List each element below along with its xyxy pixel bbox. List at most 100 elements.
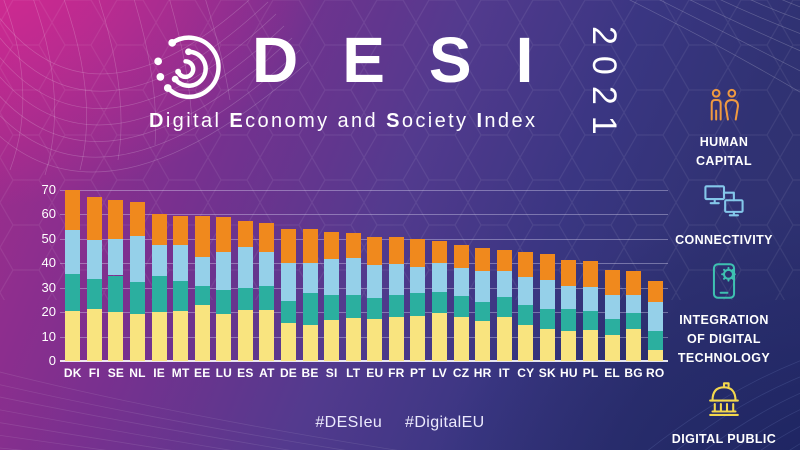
bar-segment-integration-of-digital-technology [151, 275, 167, 312]
footer: #DESIeu #DigitalEU [0, 414, 800, 432]
bar-segment-digital-public-services [108, 311, 124, 361]
bar-segment-integration-of-digital-technology [237, 287, 253, 310]
country-label: BG [624, 366, 643, 380]
gridline [60, 214, 668, 216]
bar-segment-integration-of-digital-technology [583, 310, 598, 331]
bar-segment-connectivity [237, 247, 253, 288]
legend-item-label: HUMAN CAPITAL [695, 135, 753, 168]
bar-segment-human-capital [86, 197, 102, 240]
bar-segment-human-capital [345, 232, 361, 258]
bar-segment-connectivity [324, 259, 340, 296]
bar-segment-human-capital [647, 280, 663, 302]
bar-segment-digital-public-services [345, 318, 361, 361]
gridline [60, 336, 668, 338]
bar-segment-integration-of-digital-technology [604, 318, 620, 335]
bar-segment-connectivity [216, 251, 232, 291]
bar-segment-digital-public-services [302, 324, 318, 361]
country-label: EU [366, 366, 384, 380]
bar-segment-connectivity [432, 263, 447, 292]
gridline [60, 190, 668, 191]
bar-segment-integration-of-digital-technology [259, 285, 275, 311]
bar-segment-human-capital [237, 220, 253, 248]
legend-sidebar: HUMAN CAPITAL CONNECTIVITY INTEGRATION OF DI… [648, 88, 800, 450]
bar-segment-connectivity [86, 239, 102, 279]
bar-segment-connectivity [561, 286, 577, 310]
bar-segment-digital-public-services [432, 312, 447, 361]
bar-segment-digital-public-services [173, 310, 189, 361]
bar-segment-integration-of-digital-technology [410, 293, 426, 316]
country-label: DE [279, 366, 298, 380]
bar-segment-connectivity [302, 262, 318, 293]
bar-segment-integration-of-digital-technology [281, 300, 296, 323]
bar-segment-digital-public-services [410, 315, 426, 361]
country-label: CY [517, 366, 535, 380]
bar-segment-digital-public-services [453, 317, 469, 361]
bar-segment-human-capital [583, 260, 598, 287]
legend-item: CONNECTIVITY [675, 184, 773, 250]
y-axis-tick-label: 30 [41, 279, 56, 295]
bar-segment-integration-of-digital-technology [65, 274, 81, 312]
bar-segment-human-capital [216, 216, 232, 252]
bar-segment-integration-of-digital-technology [216, 290, 232, 314]
country-label: MT [171, 366, 190, 380]
bar-segment-human-capital [388, 237, 404, 264]
bar-segment-connectivity [583, 286, 598, 311]
bar-segment-digital-public-services [194, 305, 210, 361]
gridline [60, 238, 668, 240]
bar-segment-human-capital [151, 213, 167, 245]
bar-segment-connectivity [194, 256, 210, 287]
y-axis-tick-label: 20 [41, 304, 56, 320]
bottom-left-mesh [0, 371, 398, 450]
bar-segment-digital-public-services [388, 317, 404, 361]
country-label: AT [259, 366, 275, 380]
bar-segment-integration-of-digital-technology [173, 280, 189, 311]
bar-segment-digital-public-services [216, 313, 232, 361]
bar-segment-digital-public-services [281, 322, 296, 361]
country-label: NL [129, 366, 146, 380]
country-label: SK [538, 366, 556, 380]
bar-segment-human-capital [324, 232, 340, 260]
bar-segment-digital-public-services [626, 328, 642, 361]
bar-segment-integration-of-digital-technology [475, 301, 491, 322]
country-label: ES [237, 366, 254, 380]
y-axis-tick-label: 0 [48, 353, 56, 368]
country-label: PT [410, 366, 426, 380]
phone-gear-icon [707, 262, 741, 305]
bar-segment-connectivity [453, 268, 469, 296]
bar-segment-human-capital [475, 248, 491, 272]
bar-segment-connectivity [475, 271, 491, 302]
page-title: DESI [252, 24, 578, 96]
bar-segment-human-capital [108, 199, 124, 239]
bar-segment-human-capital [410, 239, 426, 268]
bar-segment-human-capital [281, 228, 296, 264]
y-axis-tick-label: 60 [41, 206, 56, 222]
bar-segment-human-capital [496, 249, 512, 272]
bar-segment-digital-public-services [539, 328, 555, 361]
gridline [60, 312, 668, 314]
bar-segment-digital-public-services [367, 318, 383, 361]
desi-logo-icon [154, 35, 221, 100]
bar-segment-digital-public-services [237, 309, 253, 361]
bar-segment-connectivity [151, 244, 167, 276]
bar-segment-connectivity [626, 294, 642, 314]
gridline [60, 263, 668, 265]
bar-segment-connectivity [388, 263, 404, 295]
hashtag-desieu: #DESIeu [315, 414, 383, 431]
bar-segment-integration-of-digital-technology [626, 313, 642, 329]
country-label: HU [560, 366, 578, 380]
bar-segment-integration-of-digital-technology [367, 298, 383, 319]
country-label: IE [153, 366, 165, 380]
bar-segment-human-capital [302, 229, 318, 263]
bar-segment-connectivity [518, 277, 534, 306]
bar-segment-integration-of-digital-technology [388, 294, 404, 318]
bar-segment-human-capital [367, 237, 383, 266]
year-label: 2021 [585, 26, 623, 146]
legend-item: DIGITAL PUBLICSERVICES [672, 381, 776, 450]
bar-segment-human-capital [626, 271, 642, 295]
bar-segment-digital-public-services [130, 313, 145, 361]
legend-item: INTEGRATION OF DIGITAL TECHNOLOGY [678, 262, 770, 367]
bar-segment-human-capital [453, 245, 469, 269]
bar-segment-integration-of-digital-technology [108, 275, 124, 312]
legend-item-label: CONNECTIVITY [675, 232, 773, 247]
